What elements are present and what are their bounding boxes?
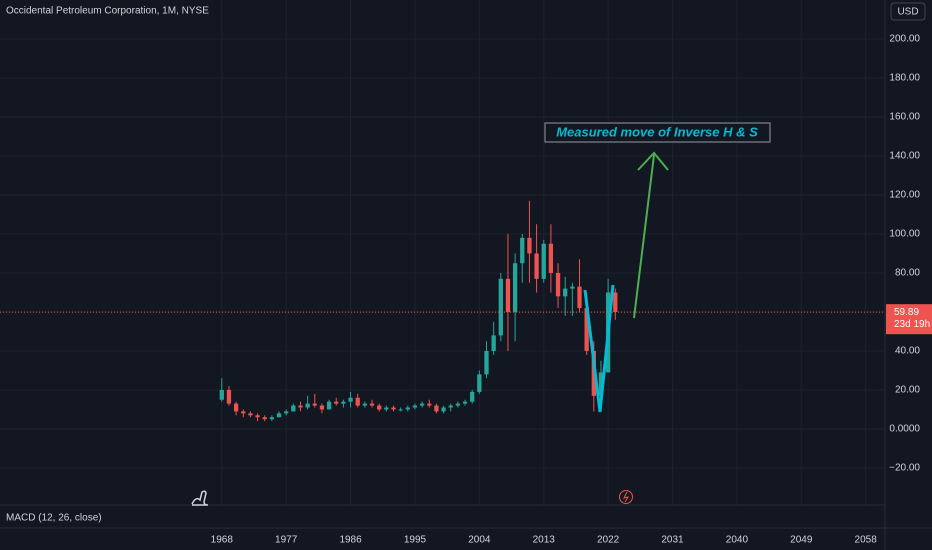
- candle-body: [255, 415, 260, 418]
- candle-body: [284, 411, 289, 414]
- currency[interactable]: USD: [897, 7, 918, 18]
- candle-body: [412, 405, 418, 408]
- y-tick-label: 120.00: [889, 190, 920, 201]
- candle-body: [391, 407, 396, 410]
- candle-body: [241, 411, 246, 414]
- last-price-label: 59.89: [894, 307, 919, 318]
- candle-body: [484, 350, 489, 375]
- candle-body: [405, 407, 410, 410]
- y-tick-label: 140.00: [889, 151, 920, 162]
- candle-body: [512, 263, 518, 312]
- candle-body: [584, 308, 589, 351]
- candle-body: [362, 403, 368, 406]
- arrow-head: [637, 151, 669, 171]
- candle-body: [434, 405, 439, 412]
- candle-body: [462, 401, 468, 404]
- y-tick-label: 40.00: [895, 346, 920, 357]
- logo: [191, 490, 209, 506]
- candle-body: [541, 243, 546, 279]
- x-tick-label: 1995: [404, 535, 427, 546]
- candle-body: [326, 401, 332, 410]
- event-icon[interactable]: [619, 490, 633, 504]
- candle-body: [520, 237, 525, 264]
- candle-body: [276, 413, 282, 418]
- y-tick-label: −20.00: [889, 463, 920, 474]
- candle-body: [491, 335, 496, 351]
- y-tick-label: 0.0000: [889, 424, 920, 435]
- candle-body: [348, 397, 353, 402]
- candle-body: [598, 372, 604, 396]
- candle-body: [534, 253, 539, 279]
- candle-body: [498, 278, 503, 336]
- x-tick-label: 2013: [533, 535, 556, 546]
- candle-body: [384, 407, 389, 410]
- candle-body: [248, 413, 253, 416]
- candle-body: [505, 278, 511, 312]
- candle-body: [398, 409, 403, 411]
- chart-title: Occidental Petroleum Corporation, 1M, NY…: [6, 6, 209, 17]
- candle-body: [448, 405, 453, 408]
- candle-body: [369, 403, 375, 406]
- x-tick-label: 2022: [597, 535, 620, 546]
- candle-body: [233, 403, 239, 412]
- candle-body: [262, 417, 267, 420]
- y-tick-label: 200.00: [889, 34, 920, 45]
- x-tick-label: 2040: [726, 535, 749, 546]
- y-tick-label: 20.00: [895, 385, 920, 396]
- candle-body: [527, 237, 532, 254]
- candle-body: [377, 405, 382, 410]
- y-tick-label: 100.00: [889, 229, 920, 240]
- countdown: 23d 19h: [894, 319, 930, 330]
- candle-body: [427, 403, 432, 406]
- event-icon-bolt: [623, 491, 630, 503]
- candle-body: [291, 405, 296, 412]
- candle-body: [355, 397, 360, 406]
- candle-body: [269, 417, 275, 420]
- candle-body: [577, 286, 582, 309]
- annotation: Measured move of Inverse H & S: [556, 124, 758, 139]
- x-tick-label: 2031: [661, 535, 684, 546]
- candle-body: [305, 403, 310, 408]
- candle-body: [613, 292, 618, 312]
- x-tick-label: 2049: [790, 535, 813, 546]
- candle-body: [219, 389, 224, 400]
- candle-body: [477, 374, 482, 392]
- x-tick-label: 1977: [275, 535, 298, 546]
- candle-body: [455, 403, 461, 406]
- y-tick-label: 160.00: [889, 112, 920, 123]
- candle-body: [334, 401, 339, 404]
- x-tick-label: 1968: [211, 535, 234, 546]
- candle-body: [441, 407, 446, 412]
- y-tick-label: 80.00: [895, 268, 920, 279]
- x-tick-label: 2004: [468, 535, 491, 546]
- annotation-box: [544, 122, 771, 143]
- indicator-label: MACD (12, 26, close): [6, 513, 102, 524]
- pattern-drawing: [583, 284, 615, 413]
- candle-body: [548, 243, 554, 273]
- candle-body: [563, 288, 568, 297]
- candle-body: [570, 286, 575, 289]
- candle-body: [470, 391, 475, 402]
- candle-body: [312, 403, 317, 406]
- candle-body: [319, 405, 325, 410]
- y-tick-label: 180.00: [889, 73, 920, 84]
- candle-body: [555, 272, 561, 297]
- candle-body: [226, 389, 232, 404]
- last-price-badge: [886, 304, 932, 335]
- currency-button[interactable]: [890, 2, 926, 21]
- x-tick-label: 2058: [855, 535, 878, 546]
- candle-body: [341, 401, 346, 404]
- x-tick-label: 1986: [339, 535, 362, 546]
- candle-body: [419, 403, 425, 406]
- arrow-shaft: [633, 154, 655, 319]
- logo-shape: [191, 490, 209, 506]
- candle-body: [298, 405, 303, 408]
